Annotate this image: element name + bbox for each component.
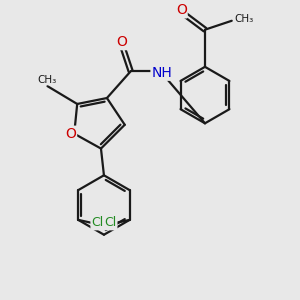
Text: Cl: Cl bbox=[104, 216, 116, 229]
Text: CH₃: CH₃ bbox=[235, 14, 254, 24]
Text: CH₃: CH₃ bbox=[38, 75, 57, 85]
Text: O: O bbox=[116, 35, 127, 49]
Text: O: O bbox=[65, 127, 76, 141]
Text: O: O bbox=[176, 3, 187, 17]
Text: Cl: Cl bbox=[92, 216, 104, 229]
Text: NH: NH bbox=[152, 66, 172, 80]
